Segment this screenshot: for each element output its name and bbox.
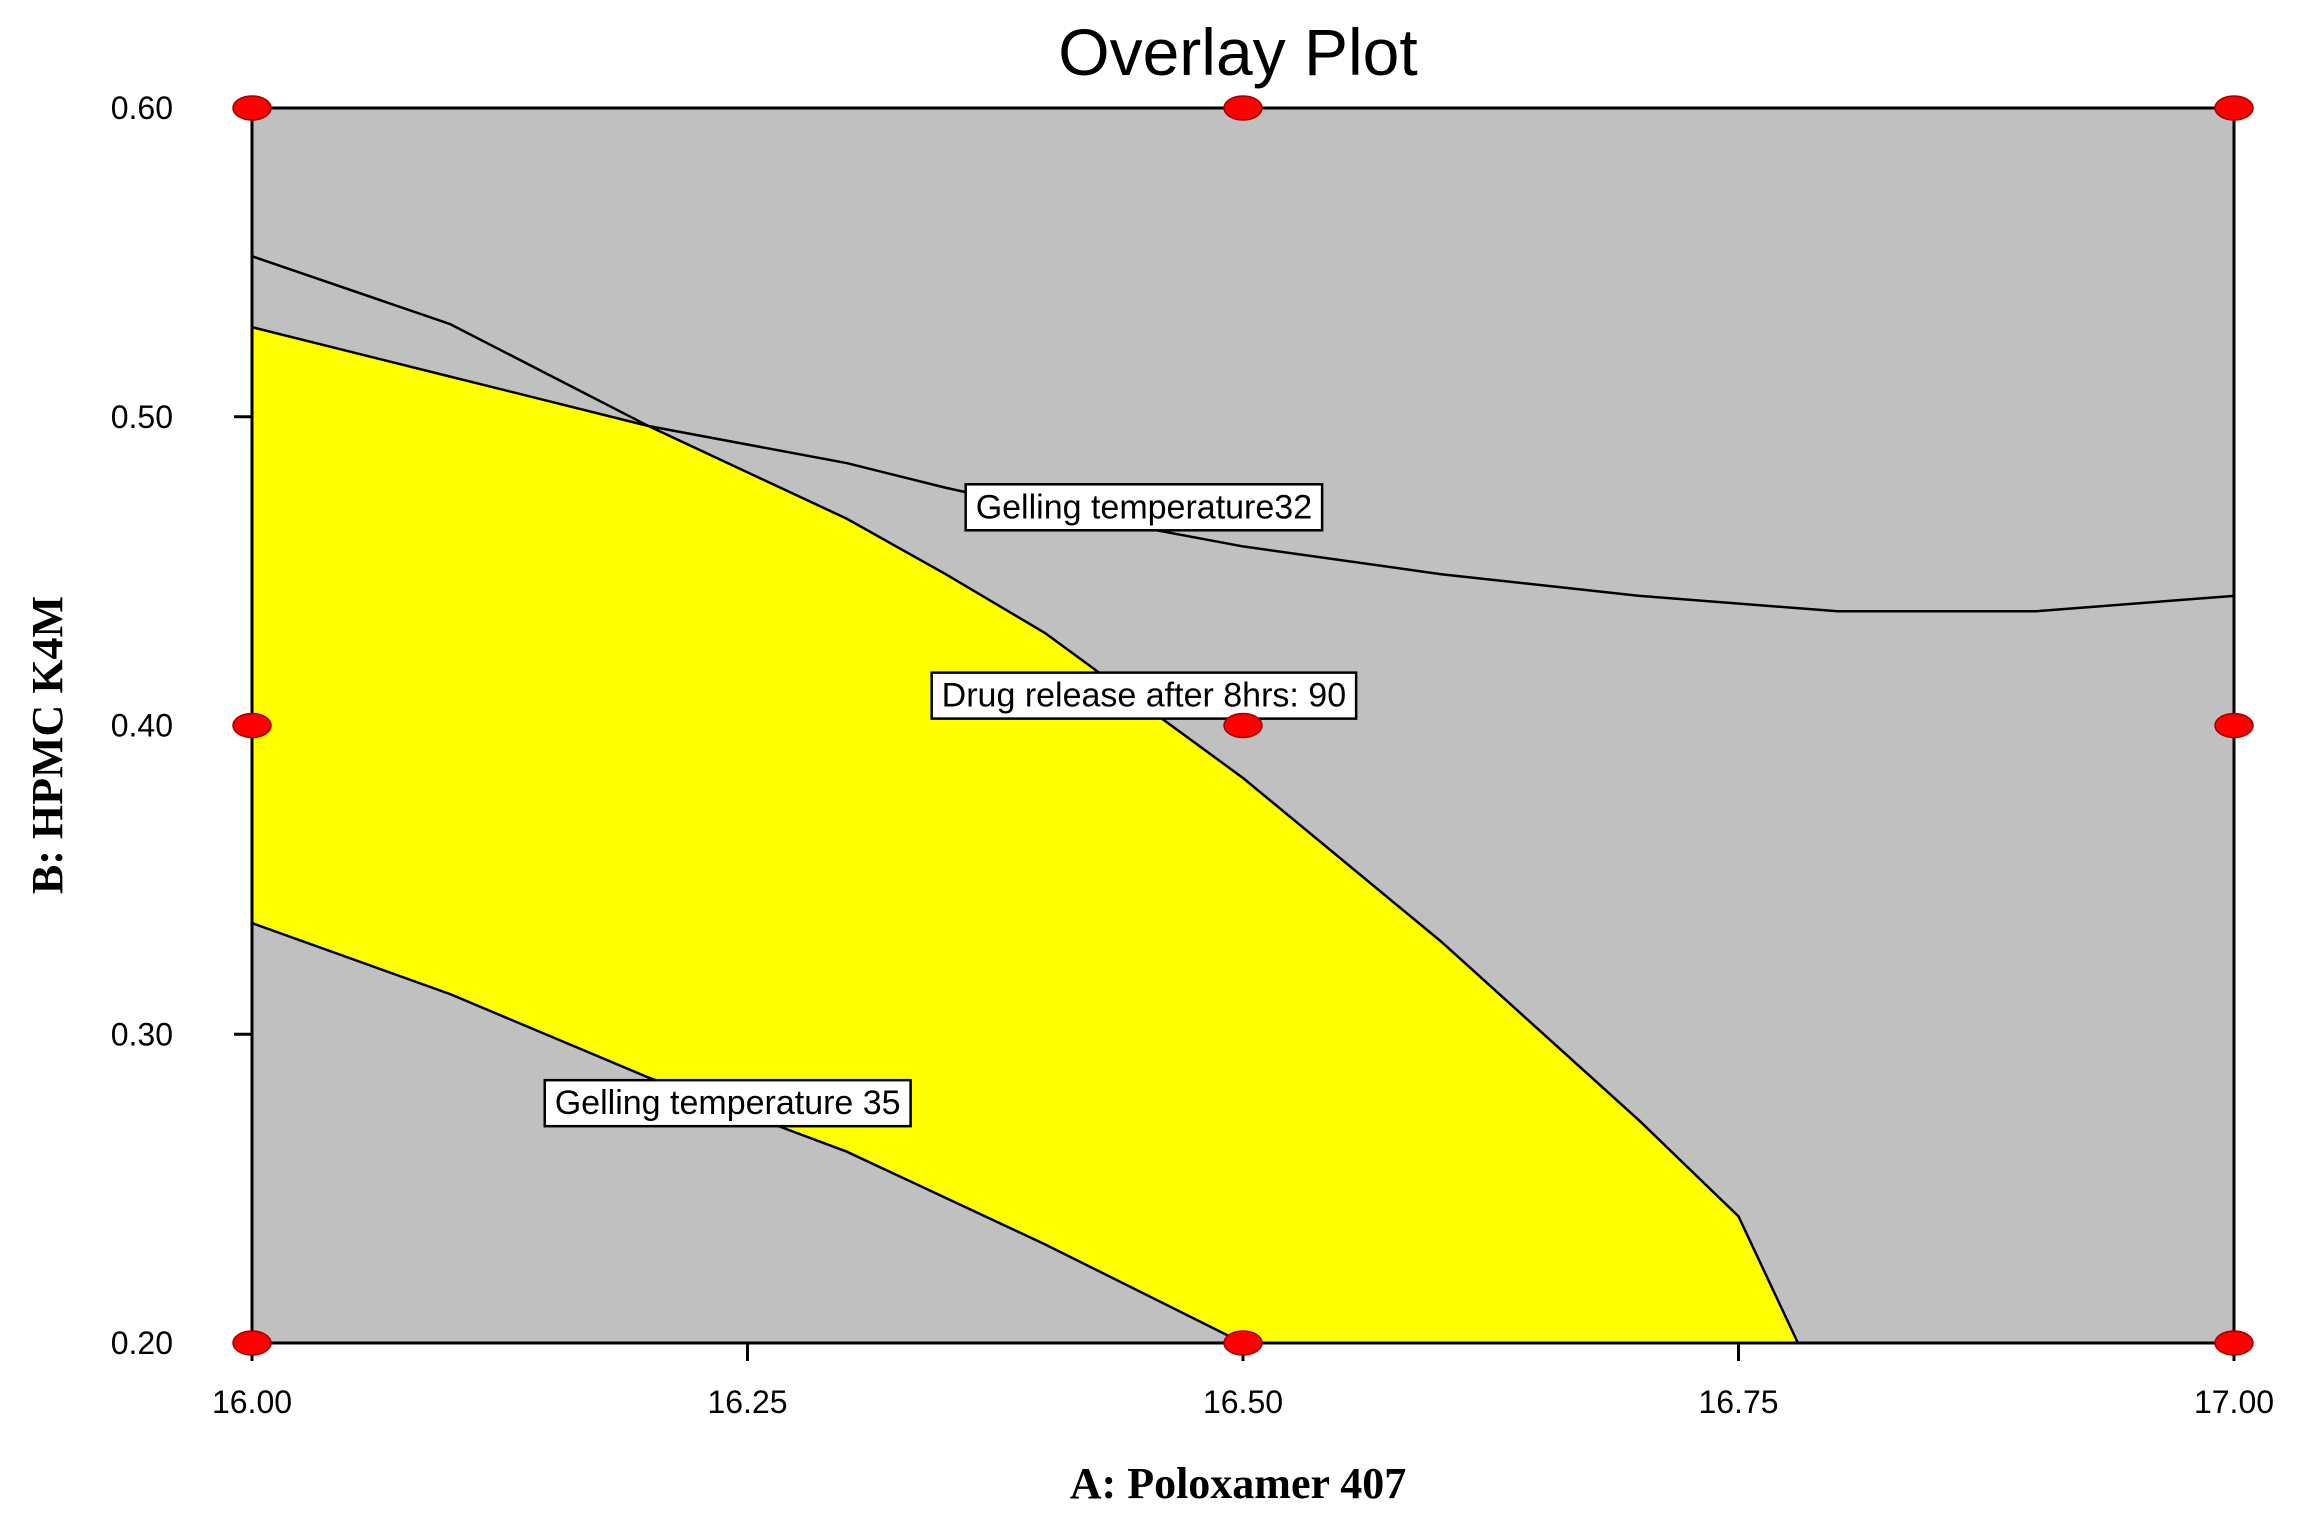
contour-label: Gelling temperature32 <box>976 488 1312 526</box>
contour-label-box <box>543 1078 912 1128</box>
contour-label-box <box>930 671 1358 720</box>
design-point <box>1223 95 1263 121</box>
design-point <box>2214 712 2254 739</box>
chart-title: Overlay Plot <box>1058 15 1417 89</box>
design-point <box>1223 1330 1263 1356</box>
x-tick-label: 16.00 <box>212 1384 292 1420</box>
design-point <box>2214 95 2254 121</box>
contour-label: Gelling temperature 35 <box>555 1084 901 1122</box>
contour-label-box <box>964 483 1324 532</box>
x-tick-label: 16.25 <box>707 1384 787 1420</box>
y-axis-label: B: HPMC K4M <box>23 596 72 894</box>
y-tick-label: 0.20 <box>111 1325 173 1361</box>
x-tick-label: 17.00 <box>2194 1384 2274 1420</box>
y-tick-label: 0.40 <box>111 708 173 744</box>
design-point <box>232 95 272 121</box>
y-tick-label: 0.50 <box>111 399 173 435</box>
y-tick-label: 0.30 <box>111 1016 173 1052</box>
y-tick-label: 0.60 <box>111 90 173 126</box>
contour-label: Drug release after 8hrs: 90 <box>942 677 1346 715</box>
design-point <box>232 1330 272 1356</box>
contour-line-1 <box>251 255 1800 1344</box>
x-tick-label: 16.50 <box>1203 1384 1283 1420</box>
feasible-region <box>252 327 1798 1343</box>
design-point <box>2214 1330 2254 1356</box>
x-tick-label: 16.75 <box>1698 1384 1778 1420</box>
x-axis-label: A: Poloxamer 407 <box>1070 1459 1406 1508</box>
design-point <box>1223 712 1263 739</box>
design-point <box>232 712 272 739</box>
